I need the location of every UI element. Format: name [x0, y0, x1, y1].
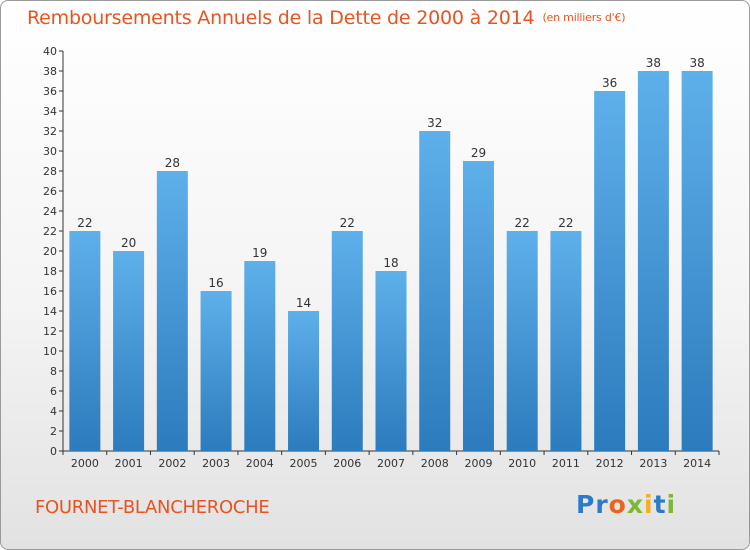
bar-value-label: 14	[296, 296, 311, 310]
y-tick-label: 22	[43, 225, 57, 238]
bar	[156, 171, 188, 451]
bar	[550, 231, 582, 451]
x-tick-label: 2014	[683, 457, 711, 470]
x-tick-label: 2007	[377, 457, 405, 470]
y-tick-label: 0	[50, 445, 57, 458]
chart-title: Remboursements Annuels de la Dette de 20…	[27, 7, 626, 29]
bars: 22 20 28 16 19 14 22 18 32 29 22 22 36 38 38	[69, 56, 713, 451]
y-tick-label: 14	[43, 305, 57, 318]
x-tick-label: 2000	[71, 457, 99, 470]
bar-value-label: 19	[252, 246, 267, 260]
x-tick-label: 2011	[552, 457, 580, 470]
commune-name: FOURNET-BLANCHEROCHE	[35, 497, 270, 518]
bar	[637, 71, 669, 451]
x-tick-label: 2002	[158, 457, 186, 470]
bar	[69, 231, 101, 451]
bar-value-label: 38	[689, 56, 704, 70]
x-tick-label: 2013	[639, 457, 667, 470]
bar	[200, 291, 232, 451]
x-tick-label: 2008	[421, 457, 449, 470]
bar	[462, 161, 494, 451]
x-tick-label: 2006	[333, 457, 361, 470]
bar	[113, 251, 145, 451]
bar-value-label: 22	[340, 216, 355, 230]
bar-value-label: 22	[515, 216, 530, 230]
y-tick-label: 40	[43, 45, 57, 58]
bar	[419, 131, 451, 451]
x-tick-label: 2010	[508, 457, 536, 470]
y-tick-label: 26	[43, 185, 57, 198]
x-tick-label: 2001	[115, 457, 143, 470]
y-tick-label: 18	[43, 265, 57, 278]
y-tick-label: 24	[43, 205, 57, 218]
y-tick-label: 4	[50, 405, 57, 418]
y-tick-label: 36	[43, 85, 57, 98]
bar-value-label: 38	[646, 56, 661, 70]
y-tick-label: 6	[50, 385, 57, 398]
chart-title-text: Remboursements Annuels de la Dette de 20…	[27, 7, 535, 29]
bar-value-label: 28	[165, 156, 180, 170]
bar	[375, 271, 407, 451]
x-tick-label: 2004	[246, 457, 274, 470]
y-tick-label: 30	[43, 145, 57, 158]
bar-value-label: 36	[602, 76, 617, 90]
bar-value-label: 32	[427, 116, 442, 130]
x-tick-label: 2012	[596, 457, 624, 470]
bar-value-label: 29	[471, 146, 486, 160]
y-tick-label: 10	[43, 345, 57, 358]
bar-value-label: 22	[558, 216, 573, 230]
y-tick-label: 16	[43, 285, 57, 298]
bar-value-label: 20	[121, 236, 136, 250]
bar	[331, 231, 363, 451]
bar-value-label: 18	[383, 256, 398, 270]
bar-value-label: 22	[77, 216, 92, 230]
bar-value-label: 16	[208, 276, 223, 290]
y-tick-label: 12	[43, 325, 57, 338]
x-tick-label: 2003	[202, 457, 230, 470]
bar	[681, 71, 713, 451]
y-tick-label: 2	[50, 425, 57, 438]
x-tick-label: 2005	[290, 457, 318, 470]
x-axis: 2000 2001 2002 2003 2004 2005 2006 2007 2008 2009…	[62, 450, 720, 470]
bar	[244, 261, 276, 451]
y-tick-label: 8	[50, 365, 57, 378]
bar	[594, 91, 626, 451]
proxiti-logo: Proxiti	[576, 490, 677, 519]
y-tick-label: 38	[43, 65, 57, 78]
y-tick-label: 32	[43, 125, 57, 138]
bar	[506, 231, 538, 451]
chart-unit: (en milliers d'€)	[542, 11, 626, 24]
y-tick-label: 28	[43, 165, 57, 178]
bar	[288, 311, 320, 451]
y-tick-label: 20	[43, 245, 57, 258]
x-tick-label: 2009	[464, 457, 492, 470]
y-tick-label: 34	[43, 105, 57, 118]
